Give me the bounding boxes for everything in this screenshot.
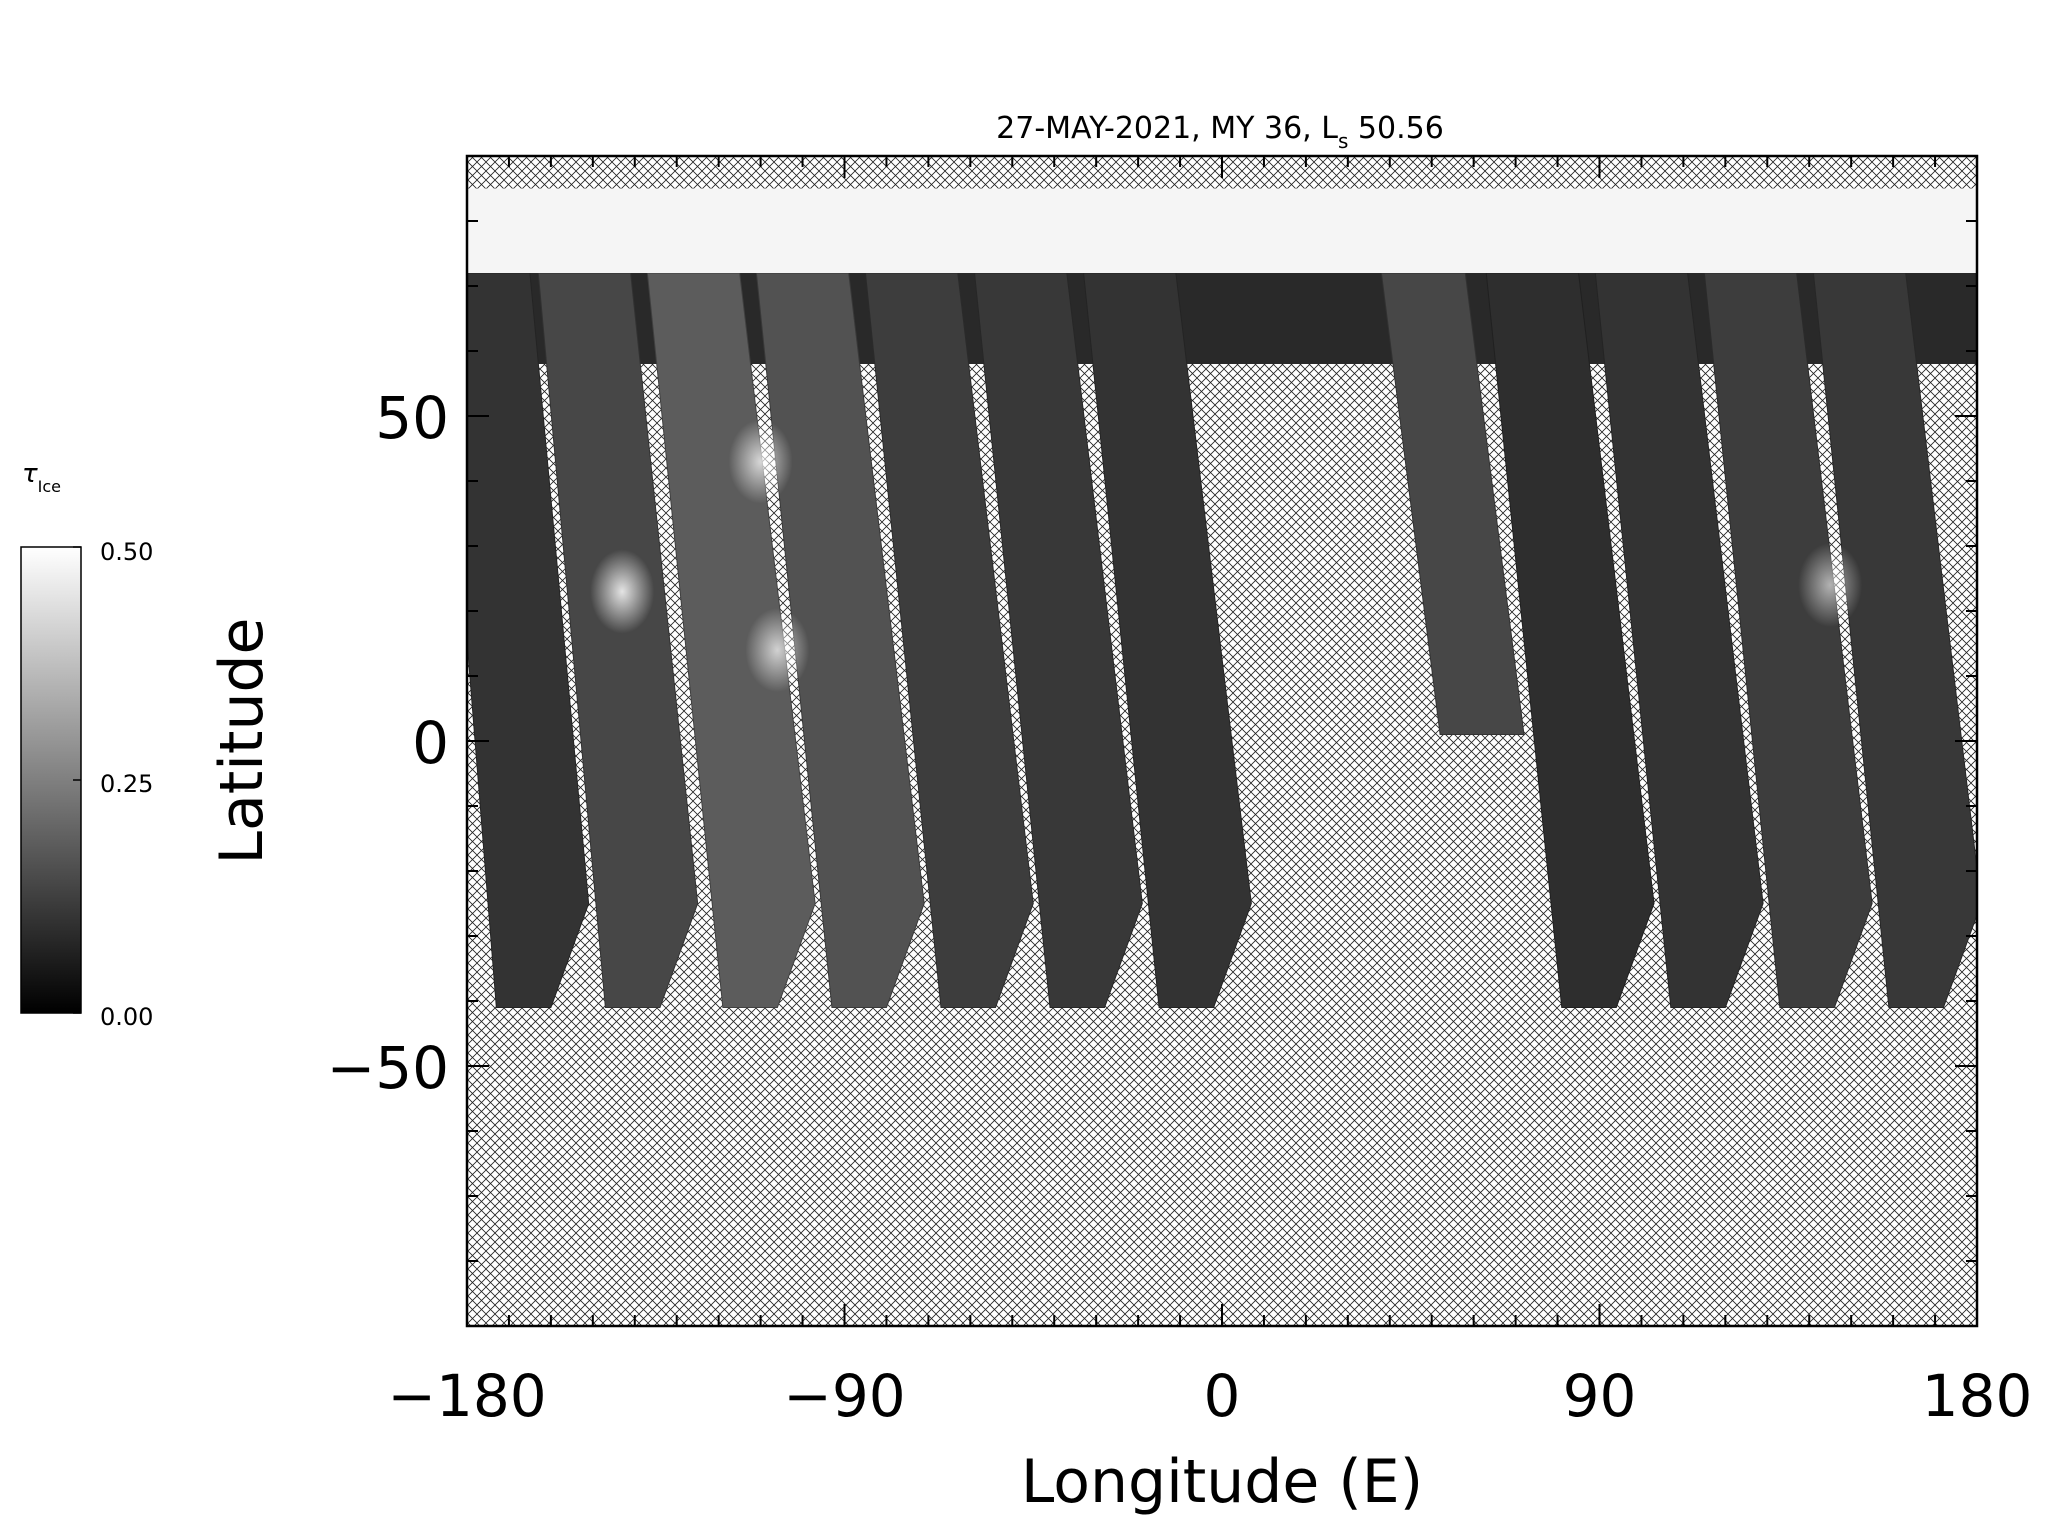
data-layer [467,188,1977,1008]
ice-cloud-2 [728,419,793,504]
colorbar-label-sub: Ice [38,477,61,496]
x-tick-label: 90 [1563,1362,1637,1430]
polar-cap [467,188,1977,273]
y-tick-label: −50 [327,1034,449,1102]
ice-cloud-1 [590,549,655,634]
x-tick-label: −180 [387,1362,546,1430]
ticks-layer: −180 −90 0 90 180 −50 0 50 [327,155,2033,1430]
ice-cloud-4 [1798,543,1863,627]
chart-title-value: 50.56 [1348,111,1443,146]
y-tick-label: 50 [375,384,449,452]
ice-cloud-3 [745,608,810,692]
colorbar-tick-label-max: 0.50 [100,538,153,566]
chart-title: 27-MAY-2021, MY 36, Ls 50.56 [996,111,1444,153]
x-tick-label: 0 [1204,1362,1241,1430]
chart-title-main: 27-MAY-2021, MY 36, L [996,111,1338,146]
x-axis-label: Longitude (E) [1021,1447,1423,1517]
y-tick-label: 0 [412,709,449,777]
x-tick-label: −90 [783,1362,905,1430]
y-axis-label: Latitude [207,618,277,865]
colorbar: τIce 0.50 0.25 0.00 [20,459,153,1031]
colorbar-gradient [20,546,82,1014]
colorbar-tick-label-mid: 0.25 [100,770,153,798]
colorbar-label-main: τ [22,459,38,489]
colorbar-label: τIce [22,459,61,496]
colorbar-tick-label-min: 0.00 [100,1003,153,1031]
chart-title-subscript: s [1338,129,1348,153]
x-tick-label: 180 [1922,1362,2033,1430]
